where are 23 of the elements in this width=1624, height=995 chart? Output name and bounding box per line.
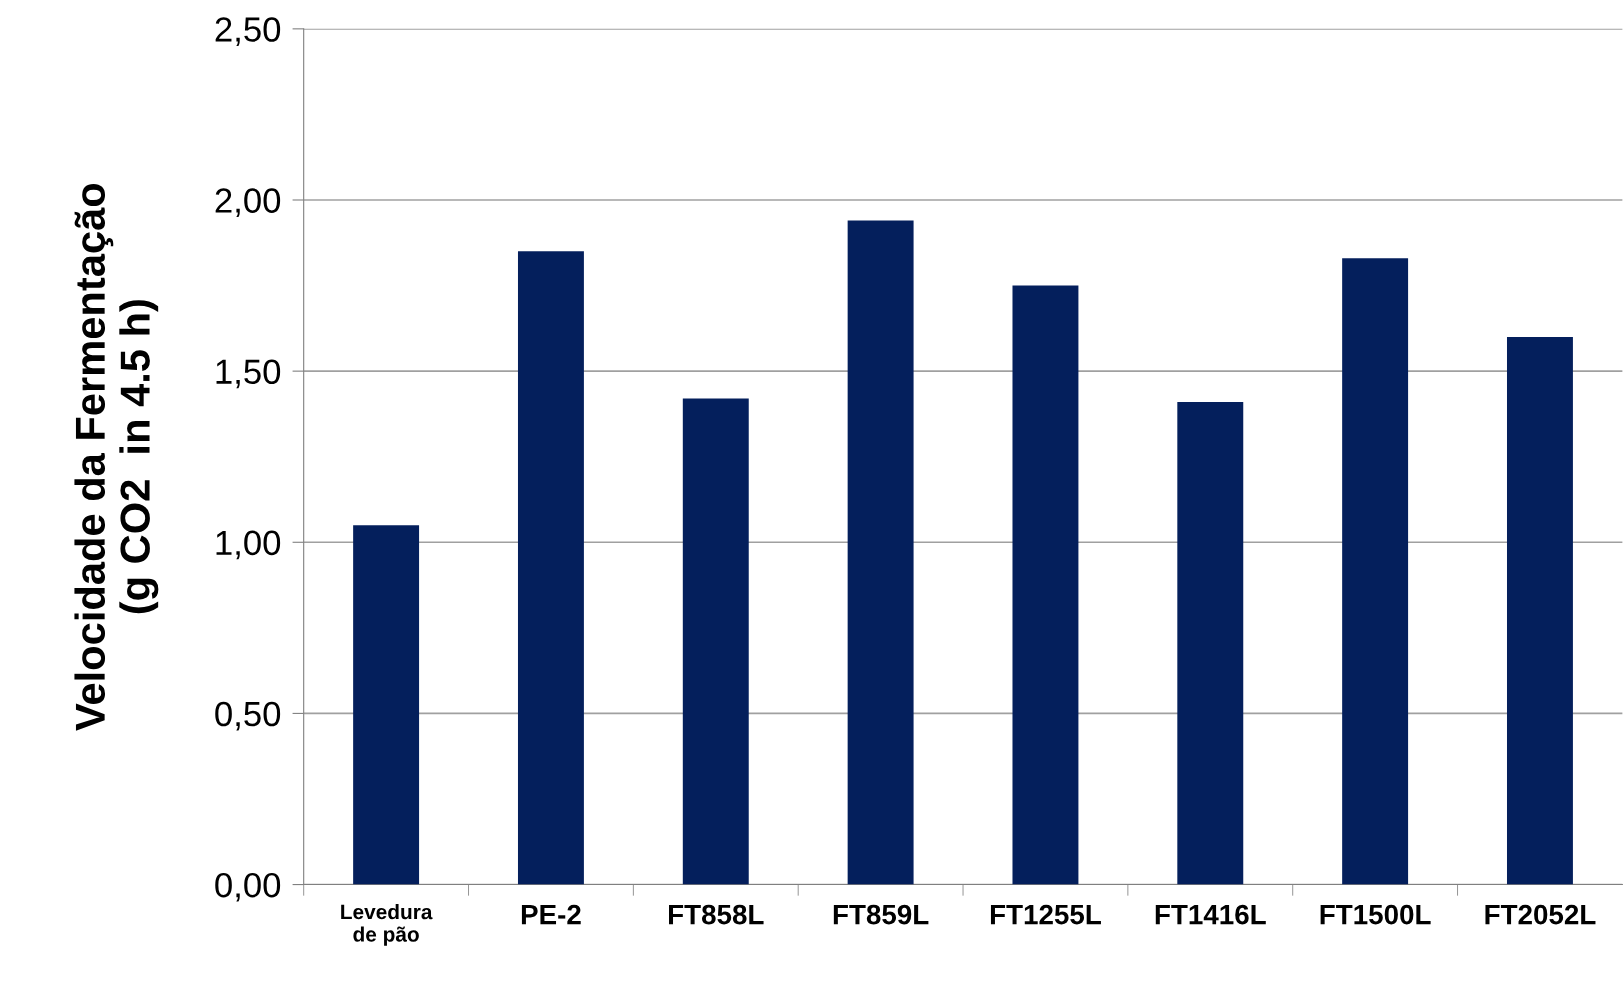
bar <box>1012 285 1079 885</box>
bar <box>1342 258 1409 885</box>
y-tick-label: 0,50 <box>215 701 281 731</box>
y-tick-label: 1,50 <box>216 359 281 389</box>
x-tick-label: FT1255L <box>990 904 1101 925</box>
x-tick-label: FT1416L <box>1155 904 1266 925</box>
y-tick-label: 1,00 <box>216 530 281 560</box>
x-tick-label: FT1500L <box>1320 904 1431 925</box>
bar <box>1506 336 1573 885</box>
bar <box>353 525 420 885</box>
bar <box>1177 401 1244 885</box>
bar <box>682 398 749 885</box>
bar <box>847 220 914 885</box>
y-tick-label: 2,50 <box>215 17 281 46</box>
x-tick-label: FT2052L <box>1485 904 1596 925</box>
y-tick-label: 0,00 <box>215 872 281 902</box>
x-tick-label: PE-2 <box>521 904 581 925</box>
x-tick-label: Levedura de pão <box>341 904 433 946</box>
y-axis-title: Velocidade da Fermentação (g CO2 in 4.5 h) <box>74 183 159 731</box>
x-tick-label: FT859L <box>833 904 929 925</box>
x-tick-label: FT858L <box>669 904 764 925</box>
bar <box>517 251 584 885</box>
y-tick-label: 2,00 <box>215 188 281 218</box>
